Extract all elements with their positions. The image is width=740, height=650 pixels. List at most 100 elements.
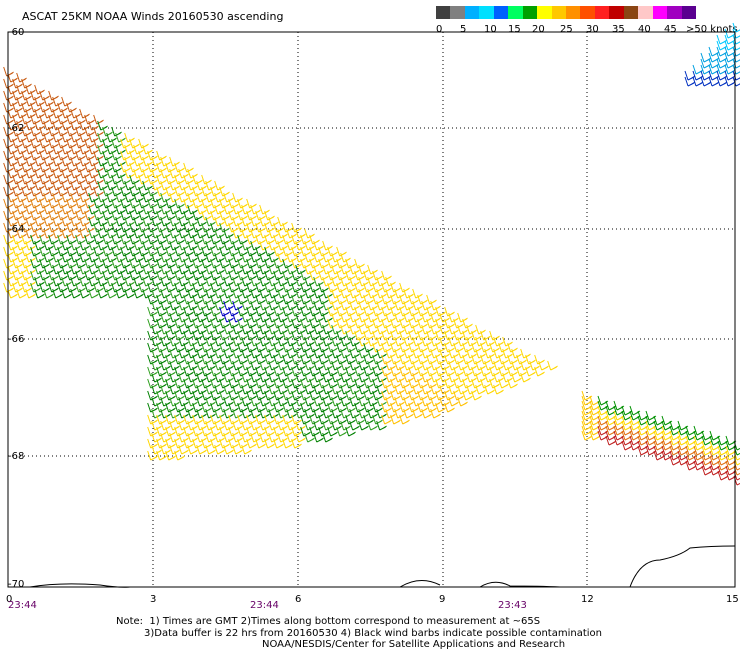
wind-barb bbox=[381, 270, 392, 281]
wind-barb bbox=[174, 162, 185, 173]
wind-barb bbox=[75, 126, 86, 137]
wind-barb bbox=[120, 222, 131, 233]
wind-barb bbox=[165, 330, 176, 341]
wind-barb bbox=[165, 306, 176, 317]
wind-barb bbox=[165, 282, 176, 293]
wind-barb bbox=[219, 414, 230, 425]
wind-barb bbox=[192, 342, 203, 353]
wind-barb bbox=[84, 174, 95, 185]
wind-barb bbox=[232, 192, 243, 203]
wind-barb bbox=[264, 426, 275, 437]
wind-barb bbox=[156, 198, 167, 209]
wind-barb bbox=[21, 126, 32, 137]
wind-barb bbox=[219, 210, 230, 221]
wind-barb bbox=[21, 258, 32, 269]
wind-barb bbox=[318, 330, 329, 341]
wind-barb bbox=[426, 330, 437, 341]
wind-barb bbox=[21, 78, 32, 89]
wind-barb bbox=[219, 306, 230, 317]
wind-barb bbox=[349, 420, 360, 431]
wind-barb bbox=[219, 258, 230, 269]
wind-barb bbox=[12, 114, 23, 125]
wind-barb bbox=[273, 282, 284, 293]
wind-barb bbox=[75, 174, 86, 185]
wind-barb bbox=[228, 438, 239, 449]
wind-barb bbox=[21, 138, 32, 149]
wind-barb bbox=[408, 342, 419, 353]
wind-barb bbox=[219, 378, 230, 389]
wind-barb bbox=[282, 246, 293, 257]
wind-barb bbox=[156, 378, 167, 389]
wind-barb bbox=[282, 258, 293, 269]
wind-barb bbox=[246, 330, 257, 341]
wind-barb bbox=[399, 282, 410, 293]
wind-barb bbox=[138, 258, 149, 269]
wind-barb bbox=[300, 378, 311, 389]
wind-barb bbox=[34, 288, 45, 299]
wind-barb bbox=[489, 330, 500, 341]
legend-swatch bbox=[566, 6, 581, 19]
wind-barb bbox=[174, 174, 185, 185]
wind-barb bbox=[228, 342, 239, 353]
wind-barb bbox=[84, 162, 95, 173]
wind-barb bbox=[21, 222, 32, 233]
wind-barb bbox=[318, 258, 329, 269]
wind-barb bbox=[156, 282, 167, 293]
coastline bbox=[29, 545, 736, 588]
wind-barb bbox=[147, 162, 158, 173]
wind-barb bbox=[102, 210, 113, 221]
wind-barb bbox=[183, 342, 194, 353]
wind-barb bbox=[138, 246, 149, 257]
wind-barb bbox=[156, 186, 167, 197]
wind-barb bbox=[475, 384, 486, 395]
wind-barb bbox=[165, 210, 176, 221]
wind-barb bbox=[57, 102, 68, 113]
wind-barb bbox=[354, 258, 365, 269]
wind-barb bbox=[336, 318, 347, 329]
wind-barb bbox=[219, 246, 230, 257]
wind-barb bbox=[444, 402, 455, 413]
wind-barb bbox=[219, 390, 230, 401]
wind-barb bbox=[309, 330, 320, 341]
wind-barb bbox=[300, 414, 311, 425]
wind-barb bbox=[75, 150, 86, 161]
wind-barb bbox=[255, 330, 266, 341]
wind-barb bbox=[493, 384, 504, 395]
wind-barb bbox=[417, 366, 428, 377]
wind-barb bbox=[48, 282, 59, 293]
wind-barb bbox=[79, 108, 90, 119]
wind-barb bbox=[372, 402, 383, 413]
wind-barb bbox=[282, 306, 293, 317]
wind-barb bbox=[156, 150, 167, 161]
wind-barb bbox=[129, 174, 140, 185]
wind-barb bbox=[520, 372, 531, 383]
wind-barb bbox=[183, 414, 194, 425]
wind-barb bbox=[48, 258, 59, 269]
wind-barb bbox=[381, 318, 392, 329]
wind-barb bbox=[66, 258, 77, 269]
wind-barb bbox=[372, 270, 383, 281]
wind-barb bbox=[264, 366, 275, 377]
wind-barb bbox=[84, 258, 95, 269]
wind-barb bbox=[376, 420, 387, 431]
wind-barb bbox=[228, 402, 239, 413]
wind-barb bbox=[291, 306, 302, 317]
lon-label: 6 bbox=[295, 594, 302, 605]
wind-barb bbox=[489, 342, 500, 353]
wind-barb bbox=[372, 342, 383, 353]
wind-barb bbox=[367, 264, 378, 275]
wind-barb bbox=[174, 258, 185, 269]
wind-barb bbox=[264, 402, 275, 413]
wind-barb bbox=[147, 294, 158, 305]
wind-barb bbox=[210, 258, 221, 269]
wind-barb bbox=[264, 342, 275, 353]
wind-barb bbox=[75, 186, 86, 197]
wind-barb bbox=[264, 414, 275, 425]
wind-barb bbox=[309, 246, 320, 257]
wind-barb bbox=[57, 126, 68, 137]
wind-barb bbox=[228, 246, 239, 257]
wind-barb bbox=[147, 330, 158, 341]
wind-barb bbox=[147, 450, 158, 461]
wind-barb bbox=[381, 342, 392, 353]
wind-barb bbox=[273, 378, 284, 389]
